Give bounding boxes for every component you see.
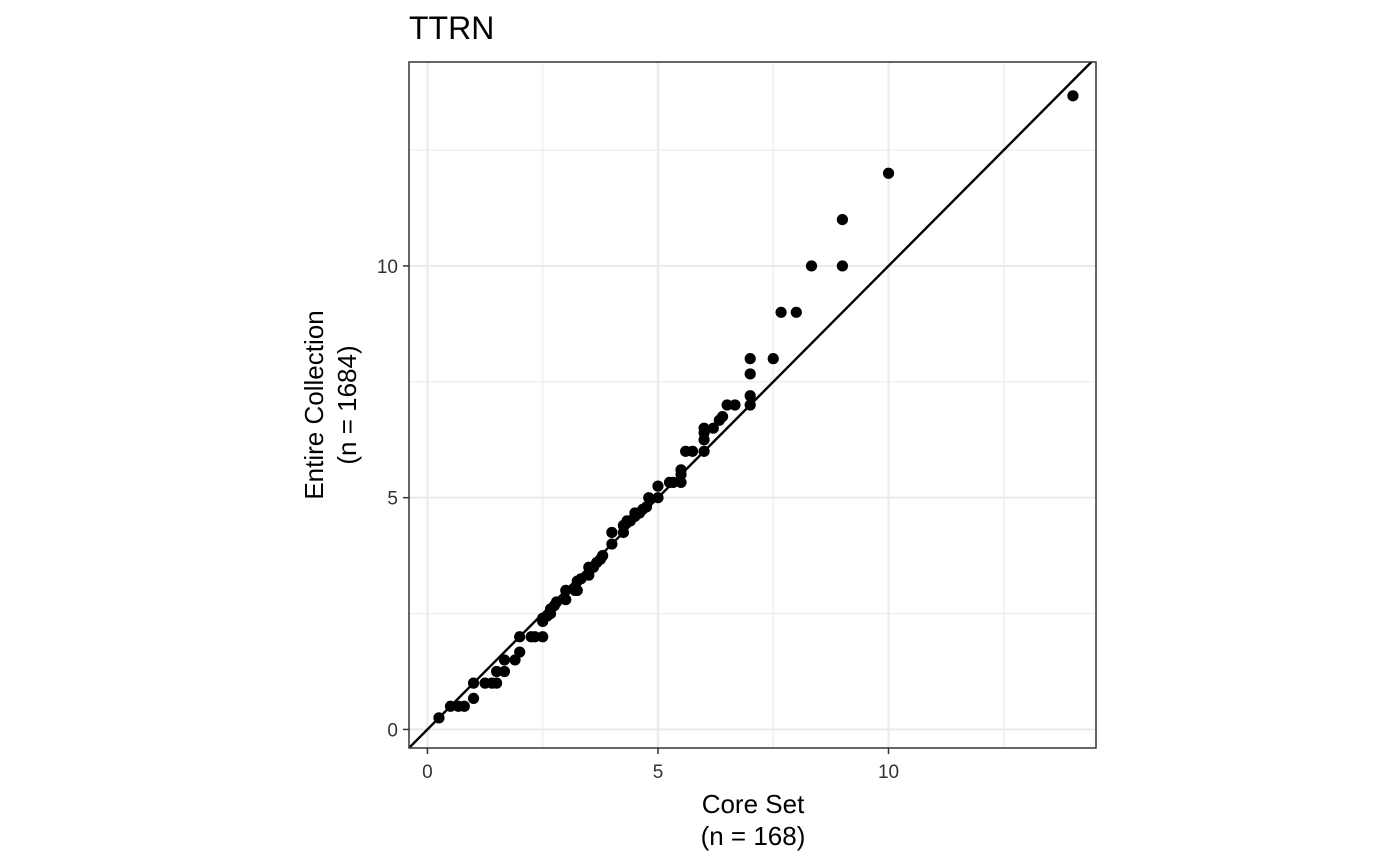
data-points bbox=[433, 90, 1079, 724]
data-point bbox=[686, 445, 699, 457]
data-point bbox=[444, 700, 457, 712]
data-point bbox=[550, 596, 563, 608]
data-point bbox=[698, 445, 710, 457]
data-point bbox=[805, 260, 818, 272]
data-point bbox=[744, 353, 756, 365]
data-point bbox=[537, 631, 549, 643]
data-point bbox=[571, 584, 583, 597]
y-axis-subtitle: (n = 1684) bbox=[332, 345, 362, 464]
minor-gridlines bbox=[409, 62, 1096, 748]
chart-title: TTRN bbox=[409, 10, 494, 46]
data-point bbox=[729, 399, 741, 411]
data-point bbox=[836, 260, 849, 272]
data-point bbox=[744, 368, 756, 380]
data-point bbox=[560, 584, 572, 597]
data-point bbox=[775, 306, 787, 318]
data-point bbox=[467, 677, 480, 689]
data-point bbox=[467, 692, 480, 705]
data-point bbox=[790, 306, 802, 318]
y-axis-title: Entire Collection bbox=[299, 310, 329, 499]
plot-panel-border bbox=[408, 61, 1097, 749]
data-point bbox=[498, 665, 511, 678]
data-point bbox=[606, 526, 618, 539]
x-tick-label: 10 bbox=[878, 762, 899, 783]
x-axis-subtitle: (n = 168) bbox=[701, 821, 806, 851]
data-point bbox=[514, 631, 526, 643]
data-point bbox=[529, 631, 541, 643]
y-axis-ticks: 0 5 10 bbox=[377, 257, 409, 741]
data-point bbox=[836, 213, 849, 226]
data-point bbox=[491, 677, 503, 689]
x-axis-title: Core Set bbox=[702, 789, 805, 819]
data-point bbox=[698, 422, 710, 434]
major-gridlines bbox=[409, 62, 1096, 748]
data-point bbox=[667, 476, 679, 489]
data-point bbox=[675, 464, 687, 476]
data-point bbox=[882, 167, 895, 179]
y-tick-label: 5 bbox=[387, 489, 398, 510]
data-point bbox=[458, 700, 470, 712]
data-point bbox=[1067, 90, 1079, 102]
data-point bbox=[491, 665, 503, 678]
data-point bbox=[433, 712, 445, 724]
x-axis-ticks: 0 5 10 bbox=[422, 748, 899, 783]
y-tick-label: 0 bbox=[387, 720, 398, 741]
data-point bbox=[498, 654, 511, 666]
data-point bbox=[652, 480, 664, 492]
data-point bbox=[514, 646, 526, 658]
data-point bbox=[721, 399, 733, 411]
data-point bbox=[744, 390, 756, 402]
x-tick-label: 5 bbox=[653, 762, 664, 783]
data-point bbox=[707, 422, 719, 434]
data-point bbox=[640, 501, 653, 513]
x-tick-label: 0 bbox=[422, 762, 433, 783]
data-point bbox=[643, 492, 655, 504]
data-point bbox=[744, 399, 756, 411]
data-point bbox=[560, 594, 572, 606]
y-tick-label: 10 bbox=[377, 257, 398, 278]
data-point bbox=[597, 550, 609, 562]
data-point bbox=[606, 538, 618, 550]
data-point bbox=[652, 492, 664, 504]
data-point bbox=[716, 410, 729, 423]
data-point bbox=[767, 353, 779, 365]
data-point bbox=[675, 476, 687, 489]
